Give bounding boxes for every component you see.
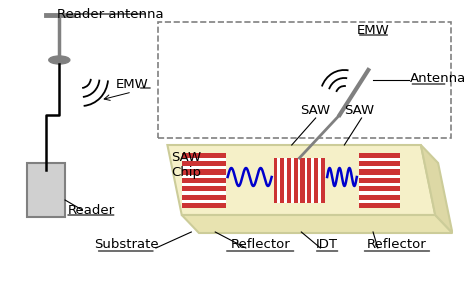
Text: Substrate: Substrate [94, 239, 159, 252]
Bar [359, 175, 400, 178]
Bar [359, 158, 400, 161]
Polygon shape [167, 145, 435, 215]
Bar [182, 166, 226, 169]
Bar [182, 191, 226, 195]
Bar [284, 158, 287, 202]
Polygon shape [421, 145, 453, 233]
FancyBboxPatch shape [359, 153, 400, 208]
Polygon shape [182, 215, 453, 233]
Bar [359, 166, 400, 169]
Text: IDT: IDT [316, 239, 338, 252]
Bar [277, 158, 280, 202]
Bar [359, 183, 400, 186]
Text: Antenna: Antenna [410, 72, 465, 85]
Text: Reflector: Reflector [367, 239, 427, 252]
Text: SAW
Chip: SAW Chip [172, 151, 201, 179]
FancyBboxPatch shape [273, 158, 325, 202]
Bar [291, 158, 293, 202]
Text: EMW: EMW [356, 23, 390, 36]
Bar [359, 191, 400, 195]
Bar [359, 200, 400, 203]
Text: SAW: SAW [301, 103, 331, 116]
Text: Reflector: Reflector [230, 239, 290, 252]
Text: Reader antenna: Reader antenna [57, 8, 164, 21]
Bar [182, 175, 226, 178]
Bar [319, 158, 321, 202]
Text: Reader: Reader [67, 204, 114, 217]
Bar [298, 158, 301, 202]
Bar [305, 158, 307, 202]
Text: EMW: EMW [116, 78, 148, 91]
FancyBboxPatch shape [27, 163, 65, 217]
Ellipse shape [49, 56, 70, 64]
Bar [182, 158, 226, 161]
Bar [182, 183, 226, 186]
Text: SAW: SAW [344, 103, 374, 116]
FancyBboxPatch shape [182, 153, 226, 208]
Bar [182, 200, 226, 203]
Bar [311, 158, 314, 202]
